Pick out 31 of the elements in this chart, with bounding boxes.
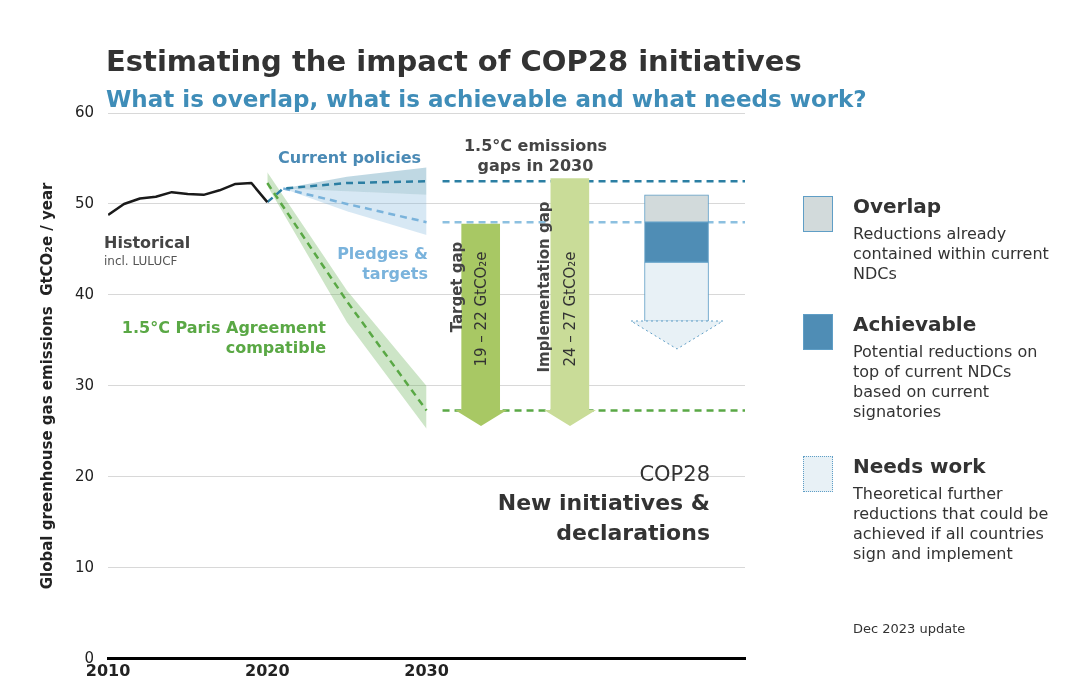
y-tick-label: 10 bbox=[74, 557, 95, 576]
series-label: Current policies bbox=[278, 148, 422, 167]
text: Reductions already contained within current NDCs bbox=[853, 224, 1050, 284]
x-tick-label: 2020 bbox=[245, 660, 290, 680]
line-series bbox=[266, 179, 428, 204]
series-label: Historical bbox=[104, 233, 191, 252]
chart-title: Estimating the impact of COP28 initiatives bbox=[106, 44, 802, 78]
chart-subtitle: What is overlap, what is achievable and what needs work? bbox=[106, 86, 867, 112]
text: Implementation gap bbox=[535, 200, 553, 375]
y-tick-label: 30 bbox=[74, 375, 95, 394]
annotation: New initiatives & declarations bbox=[496, 489, 710, 547]
y-tick-label: 50 bbox=[74, 193, 95, 212]
annotation: 24 – 27 GtCO₂e bbox=[561, 250, 579, 369]
series-label: Pledges & targets bbox=[336, 244, 428, 284]
text: Dec 2023 update bbox=[853, 621, 966, 636]
y-tick-label: 20 bbox=[74, 466, 95, 485]
series-label: 1.5°C Paris Agreement compatible bbox=[120, 318, 326, 358]
legend-label: Overlap bbox=[853, 194, 942, 218]
text: Theoretical further reductions that could be achieved if all countries sign and implement bbox=[853, 484, 1050, 564]
annotation: 19 – 22 GtCO₂e bbox=[472, 250, 490, 369]
y-tick-label: 40 bbox=[74, 284, 95, 303]
annotation: COP28 bbox=[638, 462, 710, 486]
legend-label: Needs work bbox=[853, 454, 986, 478]
text: Potential reductions on top of current NDCs based on current signatories bbox=[853, 342, 1039, 422]
legend-label: Achievable bbox=[853, 312, 977, 336]
text: Target gap bbox=[448, 240, 466, 335]
annotation: 1.5°C emissions gaps in 2030 bbox=[462, 136, 609, 176]
annotation: incl. LULUCF bbox=[104, 254, 178, 268]
y-axis-title: Global greenhouse gas emissions GtCO₂e / year bbox=[37, 181, 56, 590]
x-tick-label: 2030 bbox=[404, 660, 449, 680]
y-tick-label: 60 bbox=[74, 102, 95, 121]
